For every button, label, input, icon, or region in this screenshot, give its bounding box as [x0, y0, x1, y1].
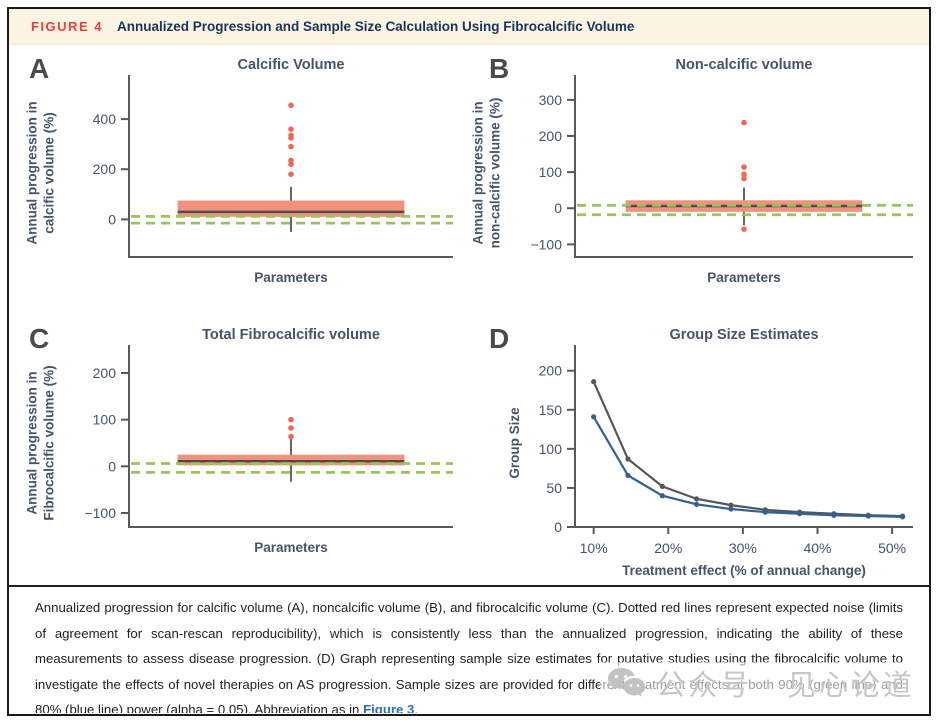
svg-text:Parameters: Parameters	[254, 540, 328, 555]
panel-a-letter: A	[29, 53, 50, 84]
svg-text:300: 300	[539, 92, 563, 108]
caption-separator	[9, 585, 929, 587]
svg-text:0: 0	[554, 519, 562, 535]
figure-caption: Annualized progression for calcific volu…	[9, 587, 929, 713]
panel-b-letter: B	[489, 53, 510, 84]
figure-title: Annualized Progression and Sample Size C…	[116, 19, 635, 34]
svg-text:200: 200	[93, 161, 117, 177]
svg-text:200: 200	[93, 365, 117, 381]
svg-text:10%: 10%	[580, 540, 608, 556]
panel-c-letter: C	[29, 323, 50, 354]
svg-text:400: 400	[93, 111, 117, 127]
panel-b: B Non-calcific volume −100 0 100 200 300 Annua…	[469, 45, 929, 315]
svg-text:0: 0	[108, 211, 116, 227]
svg-text:Total Fibrocalcific volume: Total Fibrocalcific volume	[202, 327, 380, 343]
svg-text:200: 200	[539, 128, 563, 144]
charts-grid: A Calcific Volume 0 200 400 Annual progressi…	[9, 45, 929, 585]
panel-a-chart: Calcific Volume 0 200 400 Annual progression…	[11, 45, 467, 318]
svg-text:100: 100	[539, 441, 563, 457]
figure-3-link[interactable]: Figure 3	[363, 702, 415, 713]
panel-c-chart: Total Fibrocalcific volume −100 0 100 200 Ann…	[11, 315, 467, 588]
svg-text:Calcific Volume: Calcific Volume	[238, 57, 345, 73]
svg-text:150: 150	[539, 402, 563, 418]
svg-text:Group Size Estimates: Group Size Estimates	[669, 327, 818, 343]
panel-d-chart: Group Size Estimates 0 50 100 150 200 Group Si…	[471, 315, 927, 588]
svg-text:0: 0	[108, 458, 116, 474]
svg-text:−100: −100	[530, 236, 562, 252]
panel-a: A Calcific Volume 0 200 400 Annual progressi…	[9, 45, 469, 315]
svg-text:50%: 50%	[878, 540, 906, 556]
svg-text:40%: 40%	[803, 540, 831, 556]
figure-frame: FIGURE 4 Annualized Progression and Samp…	[7, 7, 931, 716]
panel-d: D Group Size Estimates 0 50 100 150 200 Group …	[469, 315, 929, 585]
svg-text:30%: 30%	[729, 540, 757, 556]
svg-text:Treatment effect (% of annual: Treatment effect (% of annual change)	[622, 563, 866, 578]
svg-text:Non-calcific volume: Non-calcific volume	[676, 57, 813, 73]
caption-text: Annualized progression for calcific volu…	[35, 600, 903, 713]
panel-c: C Total Fibrocalcific volume −100 0 100 200 A…	[9, 315, 469, 585]
panel-d-letter: D	[489, 323, 510, 354]
svg-text:200: 200	[539, 363, 563, 379]
svg-text:100: 100	[539, 164, 563, 180]
svg-text:Parameters: Parameters	[707, 270, 781, 285]
svg-text:20%: 20%	[654, 540, 682, 556]
svg-text:Group Size: Group Size	[507, 407, 522, 479]
panel-b-chart: Non-calcific volume −100 0 100 200 300 Annual …	[471, 45, 927, 318]
caption-text-end: .	[414, 702, 419, 713]
svg-text:50: 50	[546, 480, 562, 496]
svg-text:100: 100	[93, 412, 117, 428]
svg-text:Parameters: Parameters	[254, 270, 328, 285]
svg-text:−100: −100	[84, 505, 116, 521]
figure-header: FIGURE 4 Annualized Progression and Samp…	[9, 9, 929, 45]
svg-text:0: 0	[554, 200, 562, 216]
figure-number-label: FIGURE 4	[31, 19, 103, 34]
